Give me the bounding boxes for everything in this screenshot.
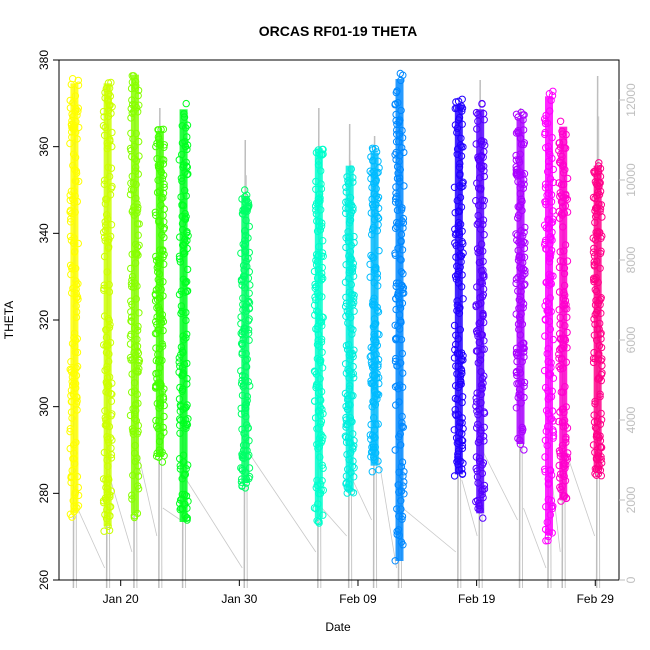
theta-point-cluster (370, 152, 379, 466)
altitude-connector (247, 451, 317, 553)
flight-points (126, 72, 144, 522)
theta-point-cluster (516, 118, 525, 444)
flight-points (66, 75, 83, 521)
altitude-connector (523, 507, 547, 569)
theta-point-cluster (559, 126, 568, 501)
y2-tick-label: 8000 (624, 246, 638, 273)
y-tick-label: 280 (37, 483, 51, 503)
theta-point-cluster (241, 196, 250, 483)
theta-point (68, 513, 76, 521)
y-tick-label: 380 (37, 50, 51, 70)
theta-point (375, 466, 383, 474)
chart-title: ORCAS RF01-19 THETA (259, 23, 417, 39)
y-axis-label: THETA (2, 301, 16, 339)
theta-point (399, 71, 407, 79)
theta-point (371, 145, 380, 153)
x-tick-label: Feb 09 (339, 592, 377, 606)
y-tick-label: 360 (37, 136, 51, 156)
altitude-connector (321, 507, 347, 537)
theta-point-cluster (345, 165, 354, 492)
y-tick-label: 260 (37, 570, 51, 590)
flight-points (151, 125, 169, 466)
x-tick-label: Feb 19 (458, 592, 496, 606)
theta-point (368, 144, 377, 153)
theta-point-cluster (454, 105, 463, 475)
y-tick-label: 300 (37, 396, 51, 416)
altitude-connector (186, 479, 243, 569)
y2-tick-label: 10000 (624, 163, 638, 197)
theta-point (597, 472, 605, 480)
theta-point (182, 99, 190, 108)
y-tick-label: 340 (37, 223, 51, 243)
altitude-connector (110, 479, 133, 553)
altitude-connector (402, 507, 457, 553)
flight-points (341, 165, 358, 497)
theta-point (241, 484, 250, 492)
flight-points (512, 108, 529, 454)
flight-points (310, 145, 327, 527)
theta-point-cluster (155, 131, 164, 457)
x-tick-label: Jan 30 (221, 592, 257, 606)
theta-point-cluster (545, 96, 553, 535)
y2-tick-label: 4000 (624, 406, 638, 433)
altitude-connector (162, 507, 181, 521)
y2-tick-label: 0 (624, 576, 638, 583)
theta-point (100, 527, 108, 535)
theta-point-cluster (179, 109, 188, 522)
flight-points (555, 117, 572, 505)
flight-points (472, 99, 489, 522)
theta-point (105, 526, 114, 535)
altitude-connector (482, 451, 518, 521)
flight-points (99, 78, 116, 535)
theta-point-cluster (476, 109, 485, 514)
altitude-connector (377, 451, 397, 569)
flight-points (237, 186, 254, 492)
altitude-connector (352, 479, 372, 521)
theta-point (315, 517, 323, 526)
theta-point-cluster (314, 148, 323, 518)
theta-point (479, 514, 487, 522)
theta-point-cluster (103, 83, 112, 527)
theta-points-layer (66, 69, 606, 565)
altitude-connector (461, 479, 478, 537)
theta-point-cluster (130, 74, 139, 514)
theta-point (556, 117, 565, 126)
y2-tick-label: 12000 (624, 83, 638, 117)
altitude-connector (551, 479, 561, 553)
theta-point (450, 472, 459, 480)
x-axis-label: Date (325, 620, 351, 634)
axes-layer: 260 280 300 320 340 360 380 0 2000 4000 6000 8000 10… (37, 50, 638, 606)
flight-points (366, 144, 383, 476)
y-tick-label: 320 (37, 310, 51, 330)
flight-points (391, 69, 408, 565)
theta-point (478, 99, 486, 108)
flight-points (540, 87, 558, 545)
theta-point (549, 87, 557, 96)
flight-points (175, 99, 192, 524)
altitude-connector (77, 507, 106, 569)
theta-point-cluster (593, 165, 602, 470)
y2-tick-label: 2000 (624, 486, 638, 513)
theta-point-cluster (395, 79, 404, 561)
flight-points (589, 159, 606, 480)
theta-point (368, 468, 376, 476)
theta-point (544, 536, 552, 545)
theta-point (458, 95, 466, 104)
theta-point-cluster (70, 83, 79, 514)
plot-frame (58, 59, 620, 581)
x-tick-label: Feb 29 (577, 592, 615, 606)
x-tick-label: Jan 20 (103, 592, 139, 606)
theta-point (520, 446, 528, 454)
altitude-connector (565, 451, 596, 537)
theta-point (74, 76, 83, 85)
y2-tick-label: 6000 (624, 326, 638, 353)
flight-points (450, 95, 467, 480)
